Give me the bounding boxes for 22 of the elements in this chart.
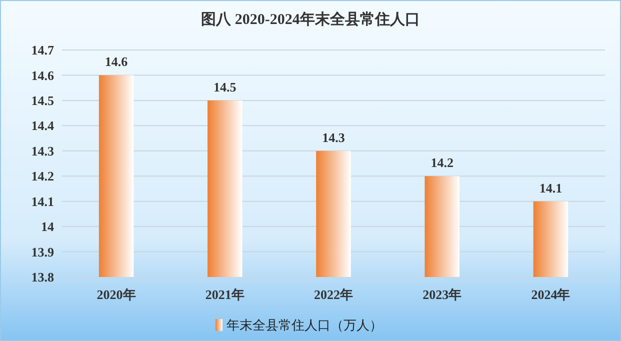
legend-label: 年末全县常住人口（万人） bbox=[226, 318, 382, 333]
data-label: 14.1 bbox=[539, 180, 562, 196]
y-tick-label: 14.3 bbox=[31, 143, 54, 158]
data-label: 14.6 bbox=[104, 54, 128, 70]
y-tick-label: 13.8 bbox=[31, 270, 54, 285]
y-tick-label: 13.9 bbox=[31, 244, 54, 260]
y-tick-label: 14.6 bbox=[31, 68, 54, 83]
x-tick-label: 2022年 bbox=[314, 287, 353, 302]
data-label: 14.2 bbox=[430, 155, 454, 170]
y-tick-label: 14.4 bbox=[31, 118, 54, 134]
data-label: 14.5 bbox=[214, 79, 237, 94]
data-label: 14.3 bbox=[322, 130, 346, 145]
chart-title: 图八 2020-2024年末全县常住人口 bbox=[201, 11, 420, 28]
x-tick-label: 2020年 bbox=[96, 287, 136, 302]
x-tick-label: 2023年 bbox=[422, 287, 462, 302]
y-tick-label: 14.1 bbox=[31, 194, 54, 209]
y-tick-label: 14.5 bbox=[31, 92, 54, 108]
y-tick-label: 14.7 bbox=[31, 42, 54, 58]
y-tick-label: 14 bbox=[41, 219, 54, 234]
x-tick-label: 2024年 bbox=[531, 287, 570, 302]
x-tick-label: 2021年 bbox=[205, 287, 244, 302]
y-tick-label: 14.2 bbox=[31, 168, 54, 184]
